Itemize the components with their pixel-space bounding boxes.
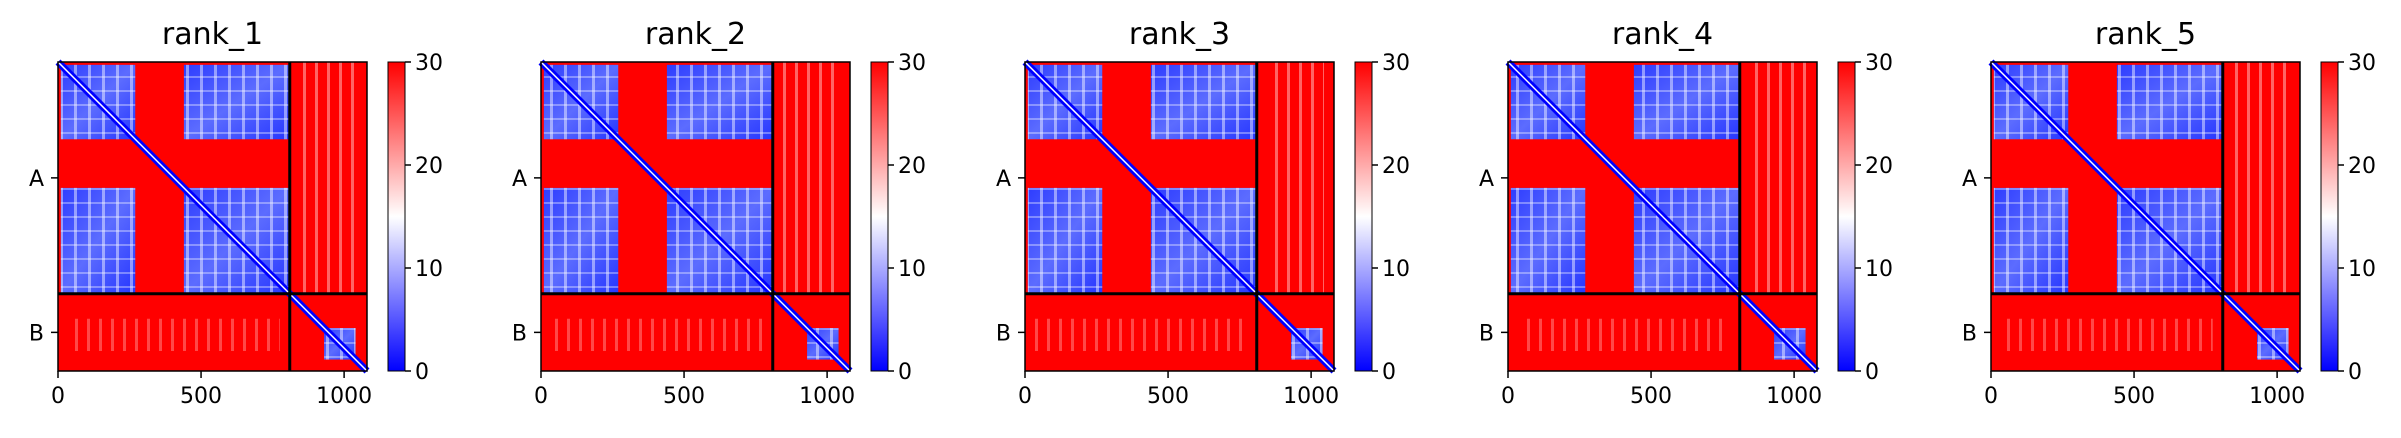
heatmap-panel-5: rank_5 0 500 1000 A B 0 10 20 30	[1962, 17, 2376, 409]
block-texture	[1150, 64, 1257, 140]
colorbar-frame	[2320, 61, 2339, 372]
colorbar-frame	[870, 61, 889, 372]
colorbar-tick-label: 0	[898, 360, 912, 385]
plot-frame	[540, 61, 851, 372]
block-texture	[1510, 187, 1586, 294]
diagonal-core	[1507, 61, 1818, 372]
colorbar-tick-label: 0	[2348, 360, 2362, 385]
x-tick-label: 1000	[2249, 384, 2305, 409]
plot-frame	[1990, 61, 2301, 372]
colorbar-tick-label: 10	[415, 257, 443, 282]
offdiag-region-ba	[1518, 318, 1730, 351]
x-tick-label: 1000	[1283, 384, 1339, 409]
x-tick-label: 500	[180, 384, 222, 409]
diagonal-core	[57, 61, 368, 372]
colorbar-tick-label: 0	[1382, 360, 1396, 385]
colorbar-frame	[1837, 61, 1856, 372]
block-texture	[60, 187, 136, 294]
block-texture	[1993, 187, 2069, 294]
y-tick-label: B	[512, 321, 527, 346]
y-tick-label: B	[1962, 321, 1977, 346]
offdiag-region-ab	[299, 62, 357, 294]
x-tick-label: 500	[2113, 384, 2155, 409]
heatmap-panel-2: rank_2 0 500 1000 A B 0 10 20 30	[512, 17, 926, 409]
x-tick-label: 500	[1147, 384, 1189, 409]
colorbar-tick-label: 30	[415, 51, 443, 76]
y-tick-label: A	[996, 167, 1011, 192]
offdiag-region-ba	[2001, 318, 2213, 351]
x-tick-label: 1000	[316, 384, 372, 409]
colorbar-tick-label: 30	[1382, 51, 1410, 76]
y-tick-label: B	[996, 321, 1011, 346]
heatmap-panel-3: rank_3 0 500 1000 A B 0 10 20 30	[996, 17, 1410, 409]
block-texture	[183, 64, 290, 140]
y-tick-label: A	[512, 167, 527, 192]
offdiag-region-ab	[2232, 62, 2290, 294]
y-tick-label: A	[1962, 167, 1977, 192]
panel-title: rank_1	[162, 17, 263, 52]
panel-title: rank_2	[645, 17, 746, 52]
offdiag-region-ba	[1035, 318, 1247, 351]
y-tick-label: A	[29, 167, 44, 192]
colorbar-tick-label: 20	[2348, 154, 2376, 179]
colorbar	[1838, 62, 1855, 371]
panel-title: rank_4	[1612, 17, 1713, 52]
y-tick-label: B	[29, 321, 44, 346]
colorbar-tick-label: 30	[2348, 51, 2376, 76]
x-tick-label: 1000	[799, 384, 855, 409]
colorbar-tick-label: 30	[1865, 51, 1893, 76]
colorbar-frame	[387, 61, 406, 372]
y-tick-label: A	[1479, 167, 1494, 192]
colorbar-tick-label: 10	[898, 257, 926, 282]
x-tick-label: 1000	[1766, 384, 1822, 409]
panel-title: rank_3	[1129, 17, 1230, 52]
diagonal-core	[540, 61, 851, 372]
colorbar-tick-label: 10	[2348, 257, 2376, 282]
plot-frame	[1024, 61, 1335, 372]
colorbar-tick-label: 10	[1865, 257, 1893, 282]
x-tick-label: 0	[51, 384, 65, 409]
y-tick-label: B	[1479, 321, 1494, 346]
colorbar-tick-label: 20	[1382, 154, 1410, 179]
offdiag-region-ba	[68, 318, 280, 351]
block-texture	[1027, 187, 1103, 294]
colorbar	[2321, 62, 2338, 371]
colorbar-tick-label: 10	[1382, 257, 1410, 282]
x-tick-label: 0	[1501, 384, 1515, 409]
colorbar-tick-label: 20	[415, 154, 443, 179]
offdiag-region-ab	[1266, 62, 1324, 294]
panel-title: rank_5	[2095, 17, 2196, 52]
block-texture	[543, 187, 619, 294]
plot-frame	[1507, 61, 1818, 372]
offdiag-region-ba	[551, 318, 763, 351]
x-tick-label: 500	[663, 384, 705, 409]
offdiag-region-ab	[782, 62, 840, 294]
block-texture	[666, 64, 773, 140]
block-texture	[1633, 64, 1740, 140]
offdiag-region-ab	[1749, 62, 1807, 294]
block-texture	[2116, 64, 2223, 140]
colorbar	[871, 62, 888, 371]
colorbar-tick-label: 0	[415, 360, 429, 385]
colorbar-frame	[1354, 61, 1373, 372]
heatmap-panel-1: rank_1 0 500 1000 A B 0 10 20 30	[29, 17, 443, 409]
colorbar-tick-label: 30	[898, 51, 926, 76]
x-tick-label: 500	[1630, 384, 1672, 409]
colorbar-tick-label: 0	[1865, 360, 1879, 385]
diagonal-core	[1024, 61, 1335, 372]
x-tick-label: 0	[1018, 384, 1032, 409]
colorbar	[388, 62, 405, 371]
colorbar	[1355, 62, 1372, 371]
heatmap-panel-4: rank_4 0 500 1000 A B 0 10 20 30	[1479, 17, 1893, 409]
plot-frame	[57, 61, 368, 372]
colorbar-tick-label: 20	[898, 154, 926, 179]
x-tick-label: 0	[534, 384, 548, 409]
colorbar-tick-label: 20	[1865, 154, 1893, 179]
diagonal-core	[1990, 61, 2301, 372]
x-tick-label: 0	[1984, 384, 1998, 409]
